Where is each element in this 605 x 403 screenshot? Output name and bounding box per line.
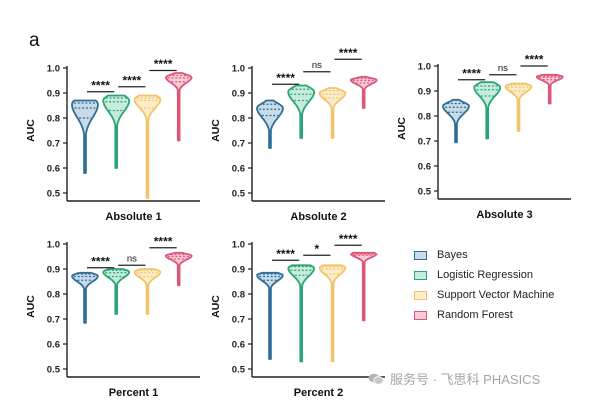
violin-logistic-regression <box>287 84 316 139</box>
y-tick-label: 0.5 <box>47 189 61 200</box>
significance-label: **** <box>276 247 295 261</box>
wechat-icon <box>368 373 384 385</box>
y-axis-label: AUC <box>396 117 408 140</box>
y-tick-label: 1.0 <box>232 240 245 251</box>
legend-label-support-vector-machine: Support Vector Machine <box>437 289 555 301</box>
y-tick-label: 0.9 <box>47 265 60 276</box>
panel-letter: a <box>29 30 40 51</box>
y-tick-label: 1.0 <box>418 62 431 73</box>
y-tick-label: 0.7 <box>47 139 60 150</box>
violin-support-vector-machine <box>133 268 162 315</box>
violin-logistic-regression <box>102 94 131 169</box>
significance-label: * <box>315 242 320 256</box>
chart-title: Absolute 1 <box>105 211 161 223</box>
significance-label: **** <box>91 254 110 268</box>
y-tick-label: 0.5 <box>232 189 246 200</box>
legend-swatch-random-forest <box>414 310 427 320</box>
watermark-text: 服务号 · 飞思科 PHASICS <box>390 372 541 387</box>
chart-title: Absolute 2 <box>290 211 346 223</box>
y-tick-label: 0.9 <box>232 89 245 100</box>
violin-support-vector-machine <box>318 87 347 139</box>
significance-label: **** <box>122 73 141 87</box>
y-axis-label: AUC <box>210 119 222 142</box>
violin-bayes <box>71 271 99 324</box>
y-tick-label: 0.6 <box>232 164 245 175</box>
significance-label: ns <box>312 60 322 71</box>
significance-label: **** <box>154 57 173 71</box>
significance-label: **** <box>339 232 358 246</box>
y-tick-label: 1.0 <box>232 64 245 75</box>
y-tick-label: 1.0 <box>47 240 60 251</box>
legend-swatch-logistic-regression <box>414 270 427 280</box>
legend-item-random-forest: Random Forest <box>414 305 554 325</box>
violin-random-forest <box>535 73 564 105</box>
y-axis-label: AUC <box>25 119 37 142</box>
violin-support-vector-machine <box>318 264 347 363</box>
y-tick-label: 0.6 <box>418 162 431 173</box>
violin-bayes <box>256 99 284 149</box>
chart-absolute-3: 0.5 0.6 0.7 0.8 0.9 1.0 AUC Absolute 3 **** ns ***… <box>396 53 571 221</box>
legend-item-bayes: Bayes <box>414 245 554 265</box>
significance-label: **** <box>91 78 110 92</box>
legend: Bayes Logistic Regression Support Vector… <box>414 245 554 325</box>
legend-item-support-vector-machine: Support Vector Machine <box>414 285 554 305</box>
y-tick-label: 0.7 <box>232 139 245 150</box>
legend-item-logistic-regression: Logistic Regression <box>414 265 554 285</box>
significance-label: ns <box>127 253 137 264</box>
y-tick-label: 0.8 <box>232 290 245 301</box>
violin-logistic-regression <box>287 264 315 363</box>
y-tick-label: 0.5 <box>232 365 246 376</box>
y-tick-label: 0.7 <box>47 315 60 326</box>
significance-label: ns <box>498 63 508 74</box>
chart-absolute-2: 0.5 0.6 0.7 0.8 0.9 1.0 AUC Absolute 2 **** ns ***… <box>210 46 385 223</box>
violin-support-vector-machine <box>133 94 162 199</box>
significance-label: **** <box>276 71 295 85</box>
violin-random-forest <box>164 251 193 287</box>
chart-percent-1: 0.5 0.6 0.7 0.8 0.9 1.0 AUC Percent 1 **** ns **** <box>25 234 200 399</box>
violin-random-forest <box>349 75 378 109</box>
violin-bayes <box>442 98 470 144</box>
y-tick-label: 0.5 <box>418 187 432 198</box>
chart-title: Percent 2 <box>294 387 344 399</box>
chart-absolute-1: 0.5 0.6 0.7 0.8 0.9 1.0 AUC Absolute 1 **** **** *… <box>25 57 200 223</box>
legend-swatch-bayes <box>414 250 427 260</box>
y-tick-label: 0.6 <box>47 340 60 351</box>
y-tick-label: 0.7 <box>232 315 245 326</box>
chart-title: Percent 1 <box>109 387 159 399</box>
watermark: 服务号 · 飞思科 PHASICS <box>368 369 540 388</box>
y-tick-label: 1.0 <box>47 64 60 75</box>
legend-label-bayes: Bayes <box>437 249 468 261</box>
legend-label-random-forest: Random Forest <box>437 309 513 321</box>
y-tick-label: 0.6 <box>47 164 60 175</box>
violin-random-forest <box>164 72 193 142</box>
y-axis-label: AUC <box>25 295 37 318</box>
violin-logistic-regression <box>102 268 131 315</box>
y-tick-label: 0.7 <box>418 137 431 148</box>
y-tick-label: 0.8 <box>232 114 245 125</box>
violin-random-forest <box>350 251 378 322</box>
violin-support-vector-machine <box>504 82 533 132</box>
y-tick-label: 0.9 <box>232 265 245 276</box>
y-axis-label: AUC <box>210 295 222 318</box>
significance-label: **** <box>462 66 481 80</box>
significance-label: **** <box>339 46 358 60</box>
y-tick-label: 0.8 <box>47 290 60 301</box>
y-tick-label: 0.5 <box>47 365 61 376</box>
violin-bayes <box>256 271 284 360</box>
y-tick-label: 0.9 <box>47 89 60 100</box>
y-tick-label: 0.9 <box>418 87 431 98</box>
legend-swatch-support-vector-machine <box>414 290 427 300</box>
y-tick-label: 0.8 <box>418 112 431 123</box>
y-tick-label: 0.6 <box>232 340 245 351</box>
legend-label-logistic-regression: Logistic Regression <box>437 269 533 281</box>
violin-bayes <box>71 99 99 174</box>
chart-title: Absolute 3 <box>476 209 532 221</box>
significance-label: **** <box>525 53 544 67</box>
significance-label: **** <box>154 234 173 248</box>
violin-logistic-regression <box>473 81 502 140</box>
y-tick-label: 0.8 <box>47 114 60 125</box>
